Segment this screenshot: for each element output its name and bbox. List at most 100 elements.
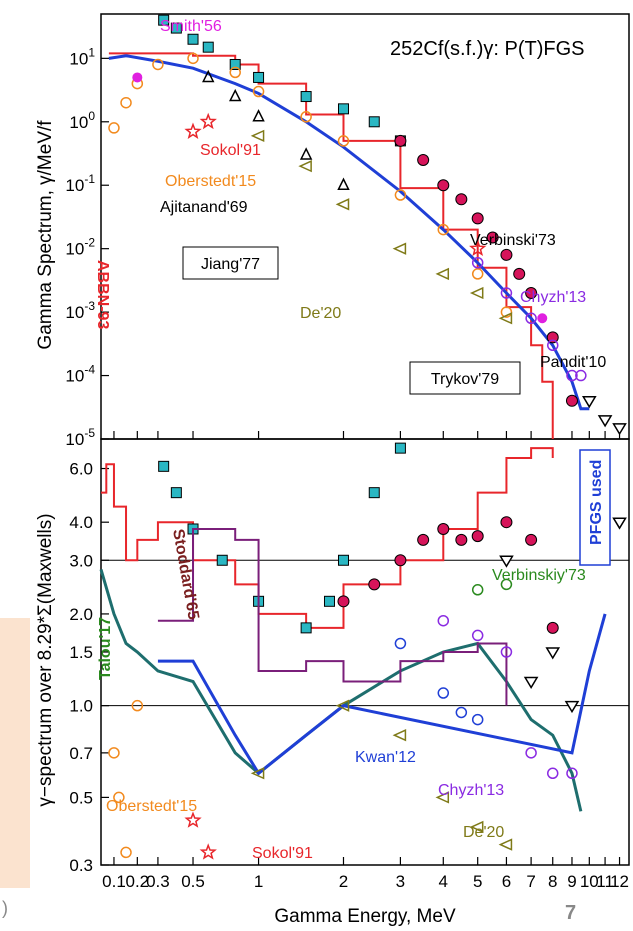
top-trykov-79-point-3 bbox=[455, 193, 468, 206]
bottom-trykov-79-point-5 bbox=[455, 533, 468, 546]
chart-title: 252Cf(s.f.)γ: P(T)FGS bbox=[390, 38, 584, 60]
top-pandit-10-point-1 bbox=[597, 415, 613, 428]
top-oberstedt-15-point-10 bbox=[437, 223, 450, 236]
top-chyzh-13-point-4 bbox=[566, 369, 578, 382]
bottom-trykov-79-point-3 bbox=[417, 533, 430, 546]
top-oberstedt-15-point-0 bbox=[108, 122, 120, 134]
bottom-kwan-12-point-2 bbox=[455, 706, 468, 719]
top-chyzh-13-point-5 bbox=[575, 369, 587, 382]
top-sokol-91-point-1 bbox=[199, 112, 217, 130]
top-oberstedt-15-point-3 bbox=[152, 58, 164, 71]
bottom-pandit-10-point-3 bbox=[564, 700, 580, 714]
y-tick-label-bot-8: 0.3 bbox=[69, 856, 93, 875]
annotation-bottom-pfgs-used: PFGS used bbox=[588, 460, 605, 545]
tick-labels: 0.1 0.20.3 0.5 1 2 3 4 5 6 7 8 9 10111210110010-110-… bbox=[65, 45, 629, 891]
top-de-20-point-1 bbox=[298, 159, 312, 173]
top-panel-frame bbox=[100, 13, 630, 440]
bottom-jiang-77-point-8 bbox=[368, 487, 380, 499]
annotation-bottom-talou-17: Talou'17 bbox=[97, 617, 114, 680]
y-tick-label-bot-1: 4.0 bbox=[69, 513, 93, 532]
annotation-bottom-sokol-91: Sokol'91 bbox=[252, 845, 313, 862]
y-tick-label-top-5: 10-4 bbox=[65, 363, 95, 386]
bottom-trykov-79-point-2 bbox=[394, 554, 407, 567]
bottom-kwan-12-point-3 bbox=[471, 713, 484, 726]
x-tick-label-2: 2 bbox=[339, 872, 348, 891]
x-tick-label-1: 1 bbox=[254, 872, 263, 891]
bottom-oberstedt-15-point-2 bbox=[120, 846, 132, 859]
y-tick-exp-top-2: -1 bbox=[84, 172, 95, 186]
side-strip bbox=[0, 618, 30, 888]
bottom-pfgs-used-line bbox=[157, 613, 607, 776]
top-trykov-79-point-8 bbox=[525, 287, 538, 300]
annotation-top-smith-56: Smith'56 bbox=[160, 18, 222, 35]
y-tick-exp-top-6: -5 bbox=[84, 426, 95, 440]
bottom-de-20-point-2 bbox=[392, 729, 407, 742]
y-tick-exp-top-0: 1 bbox=[88, 45, 95, 59]
bottom-oberstedt-15-point-0 bbox=[108, 747, 120, 759]
x-tick-label-0-2: 0.2 bbox=[125, 872, 149, 891]
annotation-top-oberstedt-15: Oberstedt'15 bbox=[165, 173, 256, 190]
y-tick-label-top-3: 10-2 bbox=[65, 236, 95, 259]
x-axis-title: Gamma Energy, MeV bbox=[274, 906, 456, 927]
annotation-box-jiang-77 bbox=[182, 246, 279, 280]
bottom-chyzh-13-point-3 bbox=[525, 747, 537, 759]
annotation-bottom-oberstedt-15: Oberstedt'15 bbox=[106, 798, 197, 815]
bottom-verbinskiy-73-point-0 bbox=[471, 584, 484, 596]
bottom-chyzh-13-point-2 bbox=[500, 646, 513, 658]
annotation-bottom-stoddard-65: Stoddard'65 bbox=[169, 528, 202, 621]
top-jiang-77-point-2 bbox=[187, 33, 199, 45]
top-de-20-point-0 bbox=[250, 129, 265, 143]
top-trykov-79-point-0 bbox=[394, 134, 407, 147]
annotations: Smith'56 Sokol'91 Oberstedt'15 Ajitanand'69… bbox=[94, 18, 611, 862]
top-oberstedt-15-point-1 bbox=[120, 96, 132, 109]
y-tick-exp-top-5: -4 bbox=[84, 363, 95, 377]
annotation-top-chyzh-13: Chyzh'13 bbox=[520, 289, 586, 306]
top-ajitanand-69-point-4 bbox=[337, 177, 350, 190]
y-tick-label-top-4: 10-3 bbox=[65, 299, 95, 322]
bottom-kwan-12-point-0 bbox=[394, 637, 407, 650]
bottom-verbinskiy-73-point-1 bbox=[500, 578, 513, 591]
bottom-de-20-point-5 bbox=[498, 838, 513, 851]
top-jiang-77-point-8 bbox=[368, 116, 380, 128]
top-de-20-point-3 bbox=[392, 242, 407, 255]
x-tick-label-12: 12 bbox=[610, 872, 629, 891]
bottom-sokol-91-point-1 bbox=[199, 843, 217, 860]
y-tick-exp-top-1: 0 bbox=[88, 109, 95, 123]
x-tick-label-5: 5 bbox=[473, 872, 482, 891]
top-trykov-79-point-6 bbox=[500, 248, 513, 261]
top-chyzh-13-point-2 bbox=[525, 312, 537, 325]
top-oberstedt-15-point-4 bbox=[187, 52, 199, 65]
top-sokol-91-point-0 bbox=[184, 122, 202, 140]
top-jiang-77-point-3 bbox=[202, 41, 214, 53]
top-oberstedt-15-point-7 bbox=[300, 111, 312, 123]
bottom-trykov-79-point-6 bbox=[471, 530, 484, 543]
bottom-jiang-77-point-1 bbox=[170, 487, 182, 499]
bottom-pandit-10-point-2 bbox=[545, 647, 561, 660]
y-tick-label-bot-7: 0.5 bbox=[69, 788, 93, 807]
top-de-20-point-6 bbox=[498, 312, 513, 325]
y-tick-label-bot-0: 6.0 bbox=[69, 460, 93, 479]
bottom-jiang-77-point-0 bbox=[158, 460, 170, 472]
top-chyzh-13-point-0 bbox=[471, 256, 484, 269]
y-tick-label-top-2: 10-1 bbox=[65, 172, 95, 195]
top-oberstedt-15-point-8 bbox=[337, 135, 350, 147]
top-jiang-77-point-0 bbox=[158, 14, 170, 26]
y-tick-label-bot-5: 1.0 bbox=[69, 697, 93, 716]
top-de-20-point-4 bbox=[435, 267, 450, 281]
bottom-trykov-79-point-9 bbox=[546, 621, 559, 634]
top-oberstedt-15-point-6 bbox=[252, 85, 265, 98]
bottom-de-20-point-0 bbox=[250, 767, 265, 780]
y-axis-title-top: Gamma Spectrum, γ/MeV/f bbox=[35, 120, 56, 350]
annotation-bottom-chyzh-13: Chyzh'13 bbox=[438, 782, 504, 799]
bottom-de-20-point-4 bbox=[469, 820, 484, 834]
annotation-box-pfgs-used bbox=[579, 449, 611, 566]
top-abbn-93-step bbox=[108, 52, 554, 439]
bottom-sokol-91-point-0 bbox=[184, 811, 202, 828]
x-tick-label-0-5: 0.5 bbox=[181, 872, 205, 891]
top-oberstedt-15-point-5 bbox=[229, 66, 241, 79]
y-tick-label-bot-4: 1.5 bbox=[69, 643, 93, 662]
bottom-pandit-10-point-0 bbox=[499, 555, 514, 568]
top-chyzh-13-point-1 bbox=[500, 287, 513, 299]
x-tick-label-3: 3 bbox=[396, 872, 405, 891]
top-jiang-77-point-6 bbox=[300, 91, 312, 103]
